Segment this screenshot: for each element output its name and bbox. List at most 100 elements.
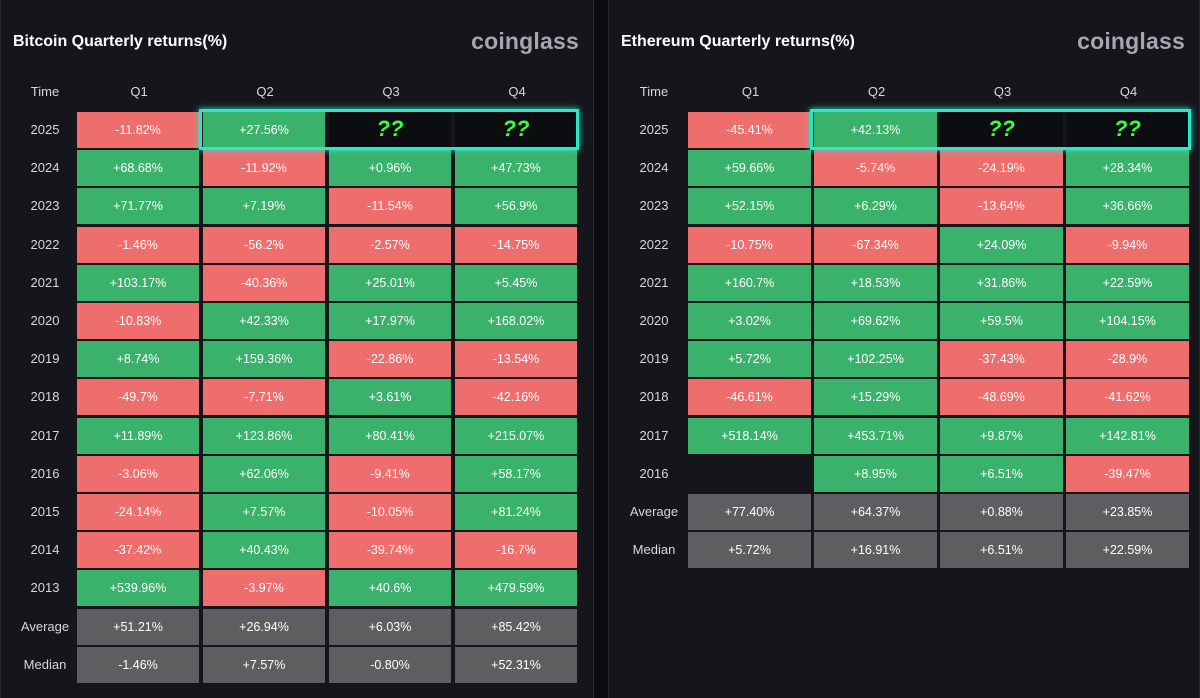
return-cell: -41.62% bbox=[1066, 379, 1189, 416]
return-cell: -28.9% bbox=[1066, 341, 1189, 378]
ethereum-chart-title: Ethereum Quarterly returns(%) bbox=[621, 33, 855, 50]
year-label: 2018 bbox=[30, 389, 60, 405]
return-cell: +3.61% bbox=[329, 379, 451, 416]
return-cell: +453.71% bbox=[814, 417, 937, 454]
return-cell: +25.01% bbox=[329, 264, 451, 301]
quarter-header-q4: Q4 bbox=[508, 84, 526, 99]
return-cell: +28.34% bbox=[1066, 150, 1189, 187]
year-label: 2025 bbox=[639, 122, 669, 137]
stat-cell: +16.91% bbox=[814, 532, 937, 569]
year-label: 2021 bbox=[30, 274, 60, 290]
stat-cell: +5.72% bbox=[688, 532, 811, 569]
year-label: 2022 bbox=[30, 236, 60, 252]
stat-cell: +52.31% bbox=[455, 646, 577, 683]
return-cell: -37.42% bbox=[77, 532, 199, 569]
bitcoin-chart-title: Bitcoin Quarterly returns(%) bbox=[13, 33, 228, 50]
return-cell: -11.82% bbox=[77, 112, 199, 148]
return-cell: +0.96% bbox=[329, 150, 451, 187]
year-label: 2025 bbox=[30, 122, 60, 137]
stat-cell: -0.80% bbox=[329, 646, 451, 683]
return-cell: +18.53% bbox=[814, 264, 937, 301]
return-cell: -13.54% bbox=[455, 341, 577, 378]
return-cell: +22.59% bbox=[1066, 264, 1189, 301]
return-cell: -49.7% bbox=[77, 379, 199, 416]
return-cell: +71.77% bbox=[77, 188, 199, 225]
year-label: 2017 bbox=[30, 427, 60, 443]
time-header: Time bbox=[639, 84, 669, 99]
year-label: 2024 bbox=[639, 160, 669, 176]
return-cell: +17.97% bbox=[329, 303, 451, 339]
unknown-return-cell: ?? bbox=[1066, 112, 1189, 148]
return-cell: -56.2% bbox=[203, 226, 325, 263]
return-cell: -1.46% bbox=[77, 226, 199, 263]
return-cell: +36.66% bbox=[1066, 188, 1189, 225]
return-cell: +8.95% bbox=[814, 455, 937, 492]
return-cell: +31.86% bbox=[940, 264, 1063, 301]
return-cell: -14.75% bbox=[455, 226, 577, 263]
return-cell: +80.41% bbox=[329, 417, 451, 454]
return-cell: +8.74% bbox=[77, 341, 199, 378]
return-cell: -40.36% bbox=[203, 264, 325, 301]
return-cell: -9.94% bbox=[1066, 226, 1189, 263]
ethereum-returns-panel: Ethereum Quarterly returns(%) coinglass … bbox=[608, 0, 1200, 698]
quarter-header-q3: Q3 bbox=[993, 84, 1012, 99]
quarter-header-q4: Q4 bbox=[1119, 84, 1138, 99]
return-cell: +40.6% bbox=[329, 570, 451, 607]
return-cell: +42.13% bbox=[814, 112, 937, 148]
return-cell: +9.87% bbox=[940, 417, 1063, 454]
stat-label: Median bbox=[23, 656, 67, 672]
stat-cell: +7.57% bbox=[203, 646, 325, 683]
return-cell: +5.45% bbox=[455, 264, 577, 301]
unknown-return-cell: ?? bbox=[329, 112, 451, 148]
year-label: 2019 bbox=[639, 351, 669, 367]
year-label: 2020 bbox=[639, 313, 669, 328]
return-cell: +81.24% bbox=[455, 494, 577, 530]
return-cell: +6.29% bbox=[814, 188, 937, 225]
return-cell: +7.57% bbox=[203, 494, 325, 530]
empty-cell bbox=[688, 456, 811, 492]
coinglass-logo: coinglass bbox=[1077, 28, 1185, 54]
bitcoin-returns-panel: Bitcoin Quarterly returns(%) coinglass T… bbox=[0, 0, 594, 698]
return-cell: -10.83% bbox=[77, 303, 199, 339]
quarter-header-q1: Q1 bbox=[130, 84, 148, 99]
unknown-return-cell: ?? bbox=[940, 112, 1063, 148]
year-label: 2021 bbox=[639, 274, 669, 290]
return-cell: -11.54% bbox=[329, 188, 451, 225]
coinglass-logo: coinglass bbox=[471, 28, 579, 54]
return-cell: +24.09% bbox=[940, 226, 1063, 263]
return-cell: -39.47% bbox=[1066, 455, 1189, 492]
stat-cell: -1.46% bbox=[77, 646, 199, 683]
year-label: 2018 bbox=[639, 389, 669, 405]
return-cell: +123.86% bbox=[203, 417, 325, 454]
return-cell: -67.34% bbox=[814, 226, 937, 263]
return-cell: -24.19% bbox=[940, 150, 1063, 187]
quarter-header-q2: Q2 bbox=[256, 84, 274, 99]
stat-label: Median bbox=[632, 542, 676, 558]
year-label: 2019 bbox=[30, 351, 60, 367]
return-cell: +42.33% bbox=[203, 303, 325, 339]
return-cell: -2.57% bbox=[329, 226, 451, 263]
year-label: 2016 bbox=[30, 465, 60, 481]
year-label: 2022 bbox=[639, 236, 669, 252]
return-cell: -7.71% bbox=[203, 379, 325, 416]
return-cell: +59.5% bbox=[940, 303, 1063, 339]
return-cell: -5.74% bbox=[814, 150, 937, 187]
return-cell: +103.17% bbox=[77, 264, 199, 301]
return-cell: -10.05% bbox=[329, 494, 451, 530]
return-cell: +47.73% bbox=[455, 150, 577, 187]
year-label: 2017 bbox=[639, 427, 669, 443]
return-cell: +104.15% bbox=[1066, 303, 1189, 339]
return-cell: +160.7% bbox=[688, 264, 811, 301]
return-cell: +6.51% bbox=[940, 455, 1063, 492]
year-label: 2016 bbox=[639, 465, 669, 481]
quarter-header-q1: Q1 bbox=[741, 84, 760, 99]
return-cell: +142.81% bbox=[1066, 417, 1189, 454]
year-label: 2014 bbox=[30, 542, 60, 558]
stat-cell: +23.85% bbox=[1066, 494, 1189, 530]
stat-cell: +85.42% bbox=[455, 608, 577, 645]
stat-label: Average bbox=[629, 504, 679, 519]
return-cell: -24.14% bbox=[77, 494, 199, 530]
return-cell: -3.06% bbox=[77, 455, 199, 492]
return-cell: -13.64% bbox=[940, 188, 1063, 225]
stat-cell: +26.94% bbox=[203, 608, 325, 645]
